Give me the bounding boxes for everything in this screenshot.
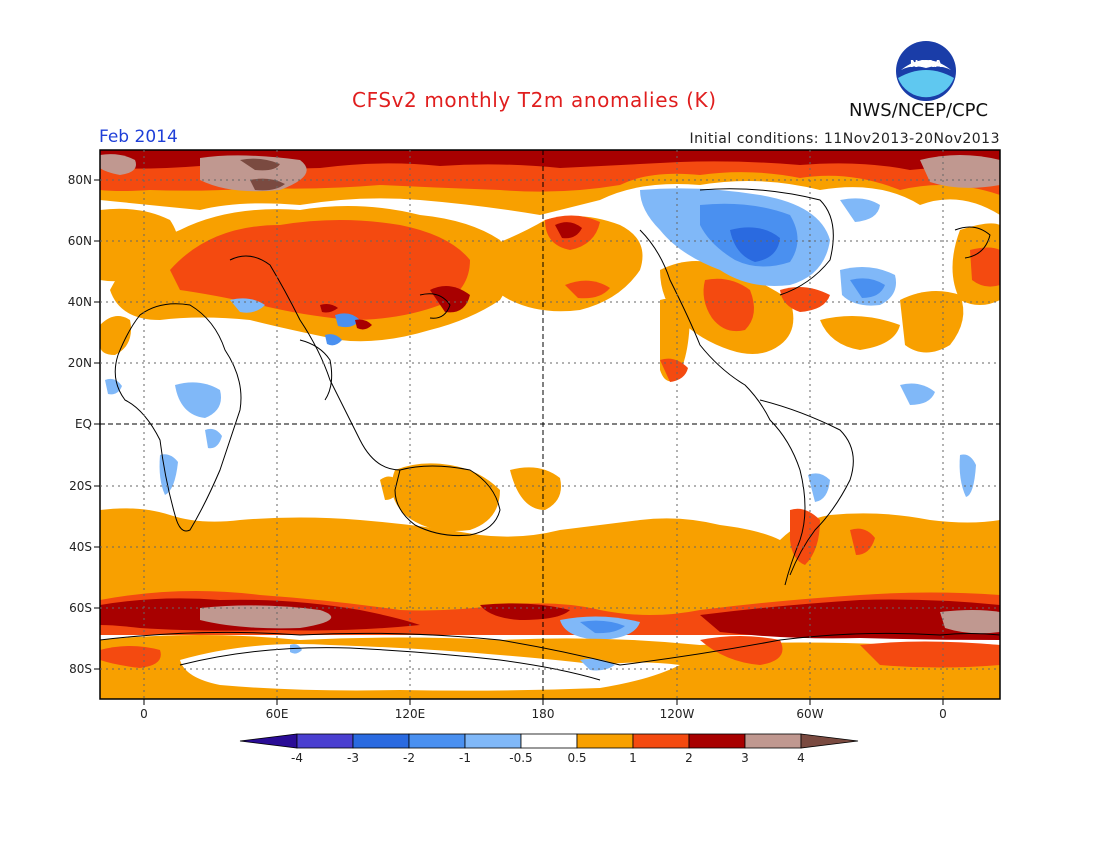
lat-label: 80S [69,662,92,676]
axis-ticks [94,179,944,705]
colorbar-label: 3 [741,751,749,765]
colorbar-segment [296,733,354,749]
colorbar-segment-gt-4 [800,733,859,749]
map-title: CFSv2 monthly T2m anomalies (K) [352,88,717,112]
colorbar-segment [632,733,690,749]
lon-label: 60E [265,707,289,721]
colorbar-segment-lt-4 [239,733,298,749]
colorbar-segment [688,733,746,749]
colorbar-label: 1 [629,751,637,765]
agency-label: NWS/NCEP/CPC [849,100,989,121]
colorbar-segment [576,733,634,749]
lat-label: 40N [67,295,92,309]
colorbar [239,733,859,749]
grid-lines [100,150,1000,699]
coastlines [100,188,1000,681]
lat-label: 20N [67,356,92,370]
lat-label: 20S [69,479,92,493]
colorbar-label: -0.5 [509,751,533,765]
colorbar-segment [408,733,466,749]
lat-label: 80N [67,173,92,187]
lon-label: 0 [939,707,947,721]
colorbar-segment [464,733,522,749]
lon-label: 60W [796,707,824,721]
initial-conditions: Initial conditions: 11Nov2013-20Nov2013 [689,131,1000,147]
lat-label: 40S [69,540,92,554]
lon-label: 180 [531,707,555,721]
colorbar-label: -3 [347,751,359,765]
colorbar-label: 4 [797,751,805,765]
colorbar-label: -1 [459,751,471,765]
colorbar-label: 0.5 [567,751,587,765]
colorbar-label: -2 [403,751,415,765]
lat-label: EQ [74,417,92,431]
lat-label: 60S [69,601,92,615]
lat-label: 60N [67,234,92,248]
colorbar-label: -4 [291,751,303,765]
noaa-logo-icon: NOAA [896,41,956,101]
colorbar-segment [744,733,802,749]
lon-label: 120E [394,707,426,721]
equator-dateline [100,150,1000,699]
noaa-logo-text: NOAA [910,59,942,70]
lon-label: 0 [140,707,148,721]
forecast-month: Feb 2014 [99,127,178,147]
colorbar-segment [520,733,578,749]
colorbar-segment [352,733,410,749]
lon-label: 120W [659,707,695,721]
colorbar-label: 2 [685,751,693,765]
